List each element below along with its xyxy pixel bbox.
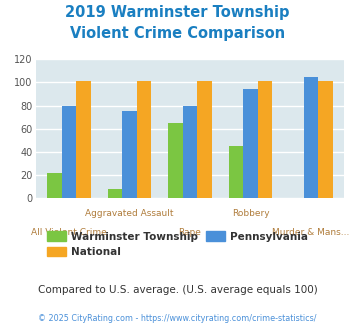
Text: Aggravated Assault: Aggravated Assault bbox=[85, 209, 174, 218]
Legend: Warminster Township, National, Pennsylvania: Warminster Township, National, Pennsylva… bbox=[43, 227, 312, 261]
Bar bbox=[183, 106, 197, 198]
Bar bbox=[197, 81, 212, 198]
Bar bbox=[258, 81, 272, 198]
Bar bbox=[168, 123, 183, 198]
Text: 2019 Warminster Township: 2019 Warminster Township bbox=[65, 5, 290, 20]
Text: Rape: Rape bbox=[179, 228, 201, 238]
Text: All Violent Crime: All Violent Crime bbox=[31, 228, 107, 238]
Bar bbox=[122, 112, 137, 198]
Bar bbox=[108, 189, 122, 198]
Text: Robbery: Robbery bbox=[232, 209, 269, 218]
Bar bbox=[61, 106, 76, 198]
Bar bbox=[76, 81, 91, 198]
Text: Murder & Mans...: Murder & Mans... bbox=[272, 228, 350, 238]
Text: Compared to U.S. average. (U.S. average equals 100): Compared to U.S. average. (U.S. average … bbox=[38, 285, 317, 295]
Bar bbox=[229, 146, 243, 198]
Bar bbox=[47, 173, 61, 198]
Bar bbox=[304, 77, 318, 198]
Text: Violent Crime Comparison: Violent Crime Comparison bbox=[70, 26, 285, 41]
Bar bbox=[243, 89, 258, 198]
Text: © 2025 CityRating.com - https://www.cityrating.com/crime-statistics/: © 2025 CityRating.com - https://www.city… bbox=[38, 314, 317, 323]
Bar bbox=[318, 81, 333, 198]
Bar bbox=[137, 81, 151, 198]
